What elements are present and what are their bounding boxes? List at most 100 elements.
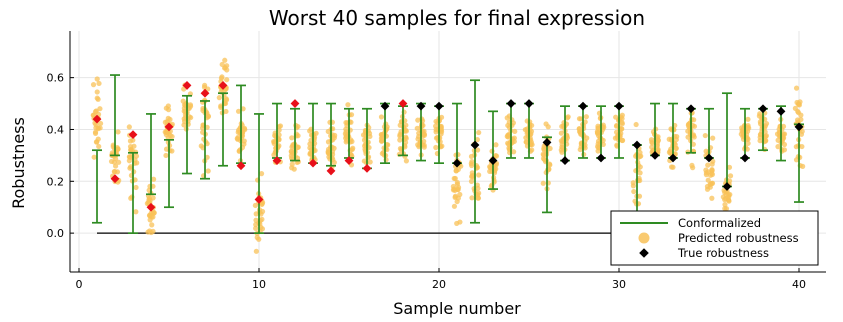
predicted-point [205,114,211,120]
predicted-point [294,155,301,161]
predicted-point [613,123,620,129]
predicted-point [439,143,445,149]
predicted-point [325,139,332,145]
true-point [542,138,552,147]
predicted-point [469,162,475,169]
true-point [776,106,786,116]
predicted-point [619,119,625,126]
predicted-point [216,95,222,101]
y-tick-label: 0.2 [47,175,65,188]
predicted-point [91,112,97,118]
predicted-point [111,159,117,165]
predicted-point [254,234,260,241]
predicted-point [637,153,643,160]
predicted-point [493,166,499,172]
predicted-point [540,151,546,157]
predicted-point [95,96,101,102]
true-point [92,114,102,124]
predicted-point [151,176,157,182]
predicted-point [475,195,481,201]
legend-label: Predicted robustness [678,231,799,245]
predicted-point [637,164,643,170]
predicted-point [96,80,102,87]
predicted-point [670,164,676,170]
predicted-point [325,128,331,135]
true-point [506,99,516,108]
predicted-point [793,85,800,91]
true-point [650,150,660,160]
conformal-interval [92,149,102,224]
predicted-point [511,149,517,155]
true-point [290,99,300,108]
predicted-point [726,164,733,170]
predicted-point [452,194,458,200]
predicted-point [779,148,785,154]
predicted-point [476,129,482,136]
y-ticks: 0.0 0.2 0.4 0.6 [47,72,74,240]
predicted-point [655,146,661,153]
predicted-point [583,114,589,120]
predicted-point [397,122,403,128]
predicted-point [97,120,104,127]
predicted-point [619,137,626,143]
true-point [308,158,318,168]
conformal-interval [722,92,732,188]
predicted-point [474,137,480,143]
predicted-point [169,133,175,140]
conformal-interval [182,94,192,175]
predicted-point [709,161,715,167]
predicted-point [690,165,696,171]
predicted-point [504,133,510,140]
predicted-point [94,89,100,95]
predicted-point [582,119,588,125]
predicted-point [547,162,553,168]
predicted-point [90,82,97,88]
predicted-point [224,77,230,83]
predicted-point [224,67,230,73]
predicted-point [379,136,386,142]
predicted-point [720,194,726,200]
predicted-point [165,107,172,113]
predicted-point [637,149,643,156]
predicted-point [595,125,601,131]
legend-dot-swatch [638,232,650,244]
predicted-point [93,139,100,145]
predicted-point [703,148,709,154]
predicted-point [414,125,420,131]
predicted-point [722,201,728,208]
predicted-point [653,136,659,142]
predicted-point [792,105,798,111]
chart-title: Worst 40 samples for final expression [269,6,645,30]
predicted-point [222,57,228,63]
true-point [326,166,336,176]
conformal-interval [542,136,552,214]
predicted-point [163,152,169,159]
legend-label: Conformalized [678,216,761,230]
true-point [218,81,228,90]
predicted-point [710,135,716,141]
true-point [758,104,768,114]
predicted-point [709,195,715,201]
predicted-point [307,128,313,134]
predicted-point [794,99,800,106]
predicted-point [381,145,387,151]
predicted-point [128,164,134,170]
predicted-point [199,125,206,131]
x-axis-label: Sample number [393,299,521,318]
predicted-point [149,214,155,220]
predicted-point [367,159,373,165]
true-point [794,122,804,132]
predicted-point [133,184,139,191]
predicted-point [595,138,602,144]
y-tick-label: 0.4 [47,123,65,136]
predicted-point [378,114,385,120]
true-point [488,156,498,165]
predicted-point [565,114,571,120]
predicted-point [415,117,421,123]
predicted-point [91,154,97,160]
predicted-point [529,142,535,148]
predicted-point [596,145,602,151]
predicted-point [543,121,549,127]
conformal-interval [488,110,498,190]
predicted-point [200,129,206,135]
